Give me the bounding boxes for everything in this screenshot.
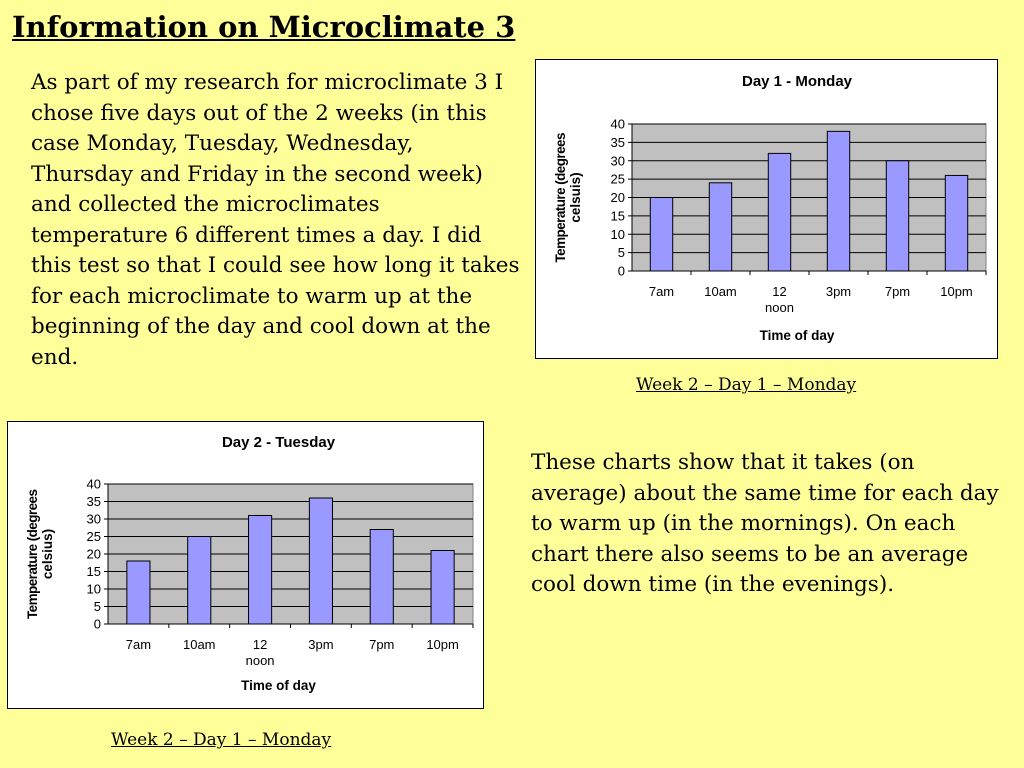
chart1-ytick-label: 35 <box>611 135 625 150</box>
chart2-category-label-5: 10pm <box>426 637 459 652</box>
chart1-title: Day 1 - Monday <box>742 73 853 90</box>
chart2-ytick-label: 10 <box>87 582 101 597</box>
chart2-ytick-label: 35 <box>87 494 101 509</box>
chart1-y-axis-label-line: celsuis) <box>568 172 583 222</box>
chart2-bar-5 <box>430 550 455 625</box>
chart-tuesday-caption: Week 2 – Day 1 – Monday <box>111 730 332 750</box>
chart1-bar-2 <box>767 152 792 272</box>
chart1-bar-5 <box>944 174 969 272</box>
chart2-ytick-label: 30 <box>87 512 101 527</box>
chart1-category-label-2: 12 <box>772 284 786 299</box>
chart2-category-label-4: 7pm <box>369 637 394 652</box>
chart1-ytick-label: 30 <box>611 153 625 168</box>
chart1-category-label-5: 10pm <box>940 284 973 299</box>
chart2-bar-0 <box>126 560 151 625</box>
chart2-category-label-0: 7am <box>126 637 151 652</box>
chart1-ytick-label: 20 <box>611 190 625 205</box>
chart1-ytick-label: 25 <box>611 172 625 187</box>
chart2-title: Day 2 - Tuesday <box>222 434 336 451</box>
chart2-x-axis-label: Time of day <box>241 678 316 693</box>
chart2-ytick-label: 0 <box>94 617 101 632</box>
conclusion-paragraph: These charts show that it takes (on aver… <box>531 450 999 597</box>
chart-tuesday: Day 2 - Tuesday 0 5 10 15 20 25 30 35 40 7am 10am 12… <box>7 421 484 709</box>
chart1-category-label-4: 7pm <box>885 284 910 299</box>
chart1-ytick-label: 0 <box>618 264 625 279</box>
chart1-ytick-label: 10 <box>611 227 625 242</box>
chart1-bar-0 <box>649 197 674 272</box>
page-title: Information on Microclimate 3 <box>12 10 516 44</box>
chart1-category-label-1: 10am <box>704 284 737 299</box>
chart1-ytick-label: 40 <box>611 117 625 132</box>
chart1-bar-3 <box>826 130 851 272</box>
chart-tuesday-svg: Day 2 - Tuesday 0 5 10 15 20 25 30 35 40 7am 10am 12… <box>25 434 474 693</box>
chart1-bar-1 <box>708 182 733 272</box>
chart2-ytick-label: 20 <box>87 547 101 562</box>
chart-monday: Day 1 - Monday 0 5 10 15 20 25 30 35 40 7am 10am 12 n… <box>535 59 998 359</box>
chart1-x-axis-label: Time of day <box>760 328 835 343</box>
chart2-ytick-label: 5 <box>94 599 101 614</box>
chart1-category-label-0: 7am <box>649 284 674 299</box>
chart2-ytick-label: 40 <box>87 477 101 492</box>
chart2-bar-1 <box>187 536 212 625</box>
chart-monday-svg: Day 1 - Monday 0 5 10 15 20 25 30 35 40 7am 10am 12n… <box>553 73 987 343</box>
chart2-bar-4 <box>369 529 394 625</box>
chart2-bar-3 <box>308 497 333 625</box>
chart1-bar-4 <box>885 160 910 272</box>
chart1-ytick-label: 15 <box>611 208 625 223</box>
chart2-ytick-label: 15 <box>87 564 101 579</box>
chart1-y-axis-label-line: Temperature (degrees <box>553 133 568 263</box>
chart2-category-label-1: 10am <box>183 637 216 652</box>
chart1-category-label-3: 3pm <box>826 284 851 299</box>
chart-monday-caption: Week 2 – Day 1 – Monday <box>636 375 857 395</box>
chart2-ytick-label: 25 <box>87 529 101 544</box>
chart2-category-label-3: 3pm <box>308 637 333 652</box>
intro-paragraph: As part of my research for microclimate … <box>31 70 520 370</box>
chart1-category-label-2: noon <box>765 300 794 315</box>
chart2-y-axis-label-line: celsius) <box>40 529 55 579</box>
chart2-category-label-2: 12 <box>253 637 267 652</box>
chart1-ytick-label: 5 <box>618 245 625 260</box>
chart2-y-axis-label-line: Temperature (degrees <box>25 489 40 619</box>
chart2-bar-2 <box>248 515 273 625</box>
chart2-category-label-2: noon <box>246 653 275 668</box>
